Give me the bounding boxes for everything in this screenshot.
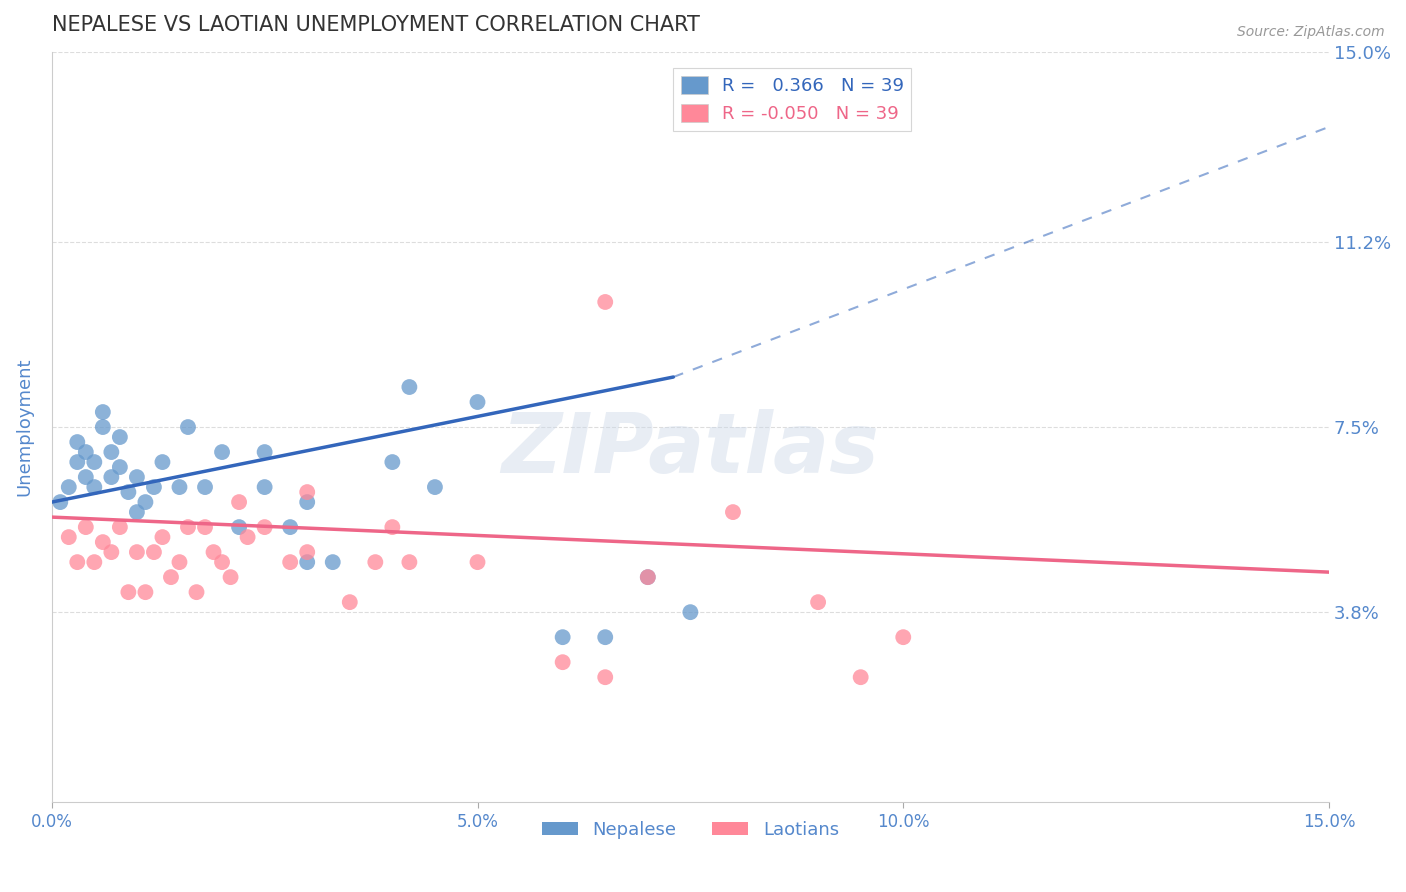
Point	[253, 480, 276, 494]
Point	[177, 420, 200, 434]
Point	[83, 555, 105, 569]
Point	[91, 420, 114, 434]
Point	[253, 520, 276, 534]
Point	[66, 555, 89, 569]
Point	[322, 555, 344, 569]
Point	[551, 655, 574, 669]
Point	[58, 530, 80, 544]
Point	[152, 530, 174, 544]
Point	[91, 405, 114, 419]
Point	[381, 455, 404, 469]
Point	[339, 595, 361, 609]
Point	[169, 480, 191, 494]
Point	[593, 630, 616, 644]
Point	[679, 605, 702, 619]
Point	[100, 545, 122, 559]
Point	[295, 485, 318, 500]
Point	[721, 505, 744, 519]
Point	[177, 520, 200, 534]
Text: NEPALESE VS LAOTIAN UNEMPLOYMENT CORRELATION CHART: NEPALESE VS LAOTIAN UNEMPLOYMENT CORRELA…	[52, 15, 700, 35]
Point	[108, 520, 131, 534]
Legend: Nepalese, Laotians: Nepalese, Laotians	[534, 814, 846, 846]
Point	[467, 395, 489, 409]
Point	[295, 555, 318, 569]
Point	[75, 470, 97, 484]
Text: Source: ZipAtlas.com: Source: ZipAtlas.com	[1237, 25, 1385, 39]
Point	[637, 570, 659, 584]
Point	[211, 445, 233, 459]
Point	[891, 630, 914, 644]
Point	[398, 380, 420, 394]
Point	[228, 520, 250, 534]
Point	[423, 480, 446, 494]
Point	[278, 520, 301, 534]
Point	[75, 520, 97, 534]
Point	[211, 555, 233, 569]
Text: ZIPatlas: ZIPatlas	[502, 409, 879, 490]
Point	[593, 670, 616, 684]
Point	[125, 545, 148, 559]
Point	[253, 445, 276, 459]
Point	[117, 485, 139, 500]
Point	[364, 555, 387, 569]
Point	[142, 480, 165, 494]
Point	[278, 555, 301, 569]
Point	[202, 545, 225, 559]
Point	[295, 545, 318, 559]
Point	[125, 505, 148, 519]
Point	[169, 555, 191, 569]
Point	[58, 480, 80, 494]
Point	[398, 555, 420, 569]
Point	[152, 455, 174, 469]
Point	[637, 570, 659, 584]
Point	[100, 445, 122, 459]
Point	[134, 495, 156, 509]
Point	[551, 630, 574, 644]
Point	[100, 470, 122, 484]
Point	[83, 455, 105, 469]
Point	[381, 520, 404, 534]
Point	[228, 495, 250, 509]
Point	[467, 555, 489, 569]
Point	[125, 470, 148, 484]
Point	[849, 670, 872, 684]
Point	[91, 535, 114, 549]
Point	[66, 435, 89, 450]
Point	[194, 520, 217, 534]
Point	[108, 460, 131, 475]
Point	[807, 595, 830, 609]
Point	[75, 445, 97, 459]
Point	[108, 430, 131, 444]
Point	[194, 480, 217, 494]
Point	[219, 570, 242, 584]
Point	[186, 585, 208, 599]
Point	[66, 455, 89, 469]
Point	[142, 545, 165, 559]
Point	[49, 495, 72, 509]
Point	[134, 585, 156, 599]
Point	[295, 495, 318, 509]
Point	[117, 585, 139, 599]
Point	[83, 480, 105, 494]
Y-axis label: Unemployment: Unemployment	[15, 358, 32, 496]
Point	[160, 570, 183, 584]
Point	[593, 295, 616, 310]
Point	[236, 530, 259, 544]
